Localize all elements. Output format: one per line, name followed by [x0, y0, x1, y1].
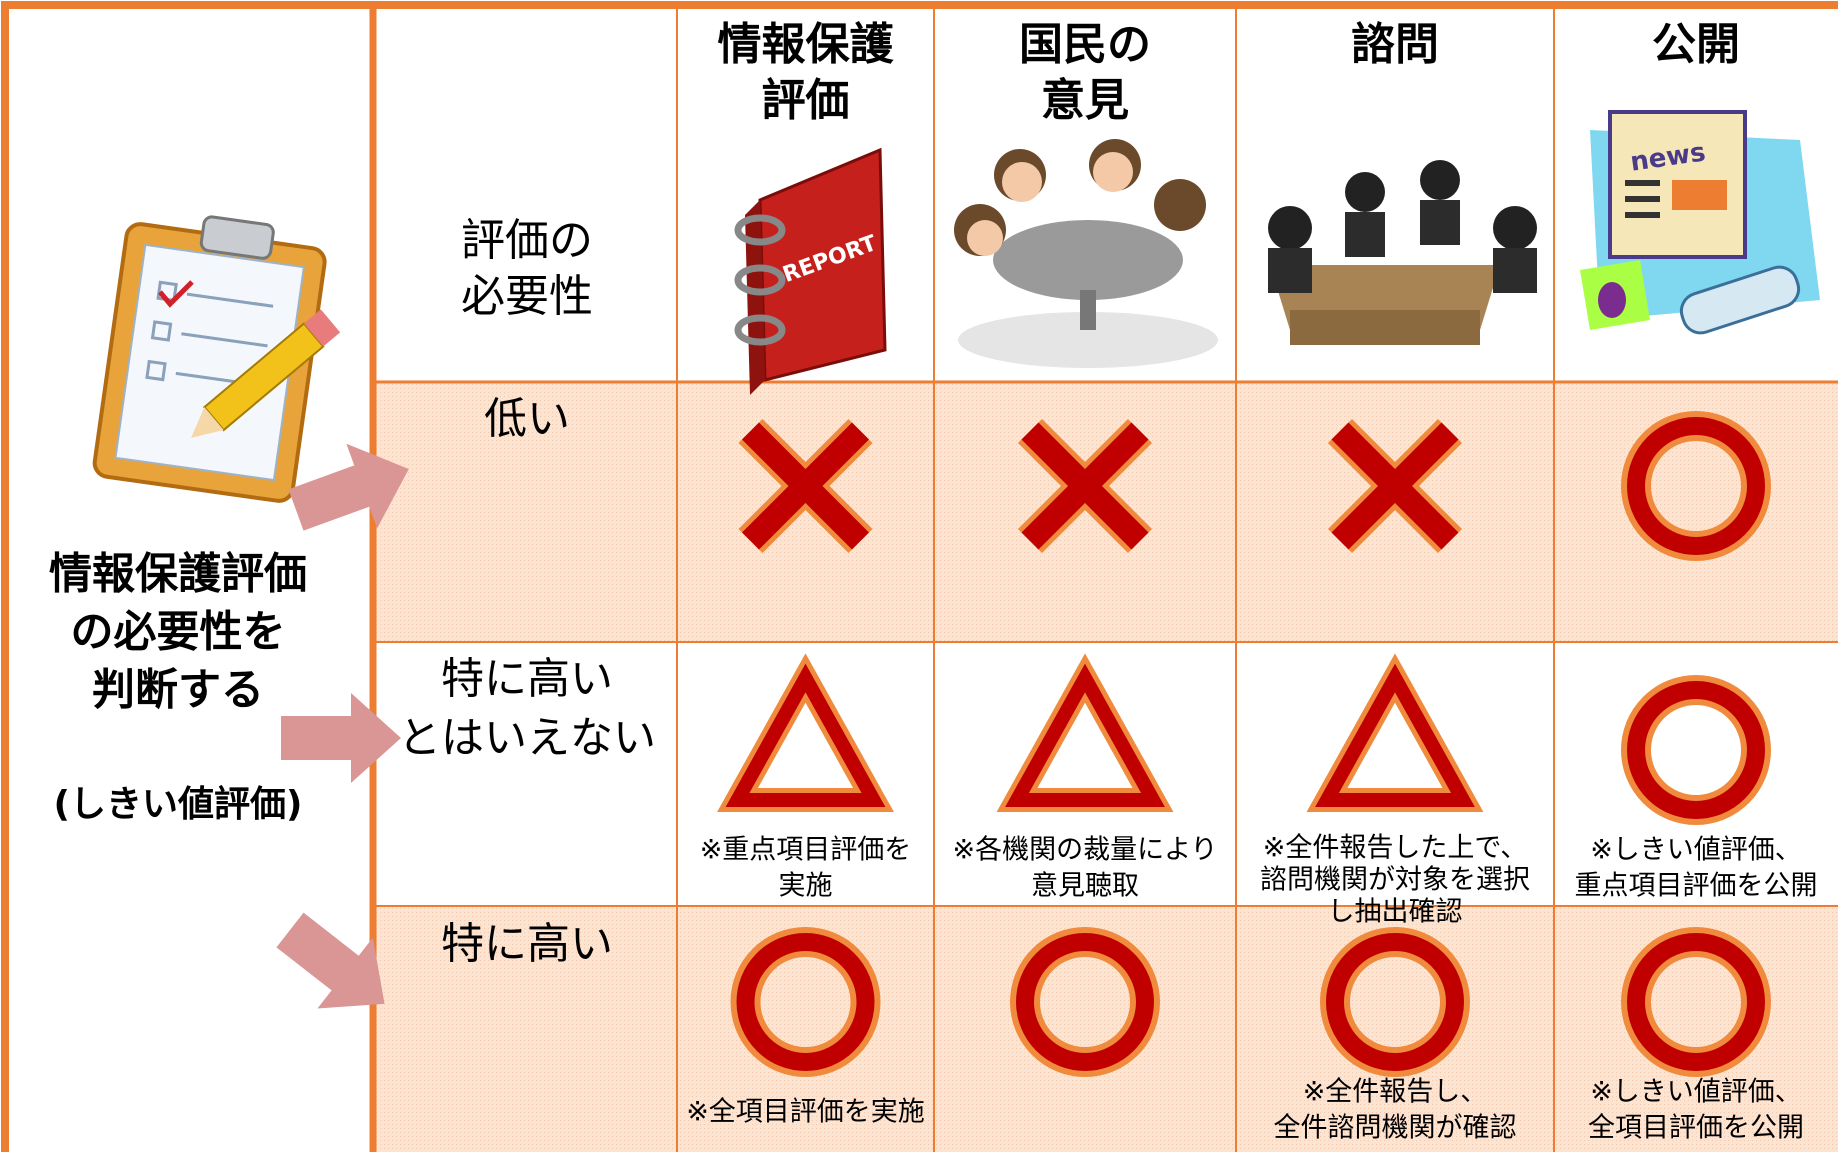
circle	[1627, 681, 1765, 819]
triangle	[1315, 663, 1475, 807]
circle	[736, 933, 875, 1071]
circle	[1016, 933, 1154, 1071]
triangle	[725, 663, 886, 807]
cell-symbol	[1621, 927, 1771, 1077]
cell-note: 実施	[779, 871, 833, 902]
cell-note: ※全件報告した上で、	[1263, 833, 1528, 864]
column-header: 国民の	[1019, 19, 1151, 70]
triangle	[1005, 663, 1165, 807]
circle	[1627, 933, 1765, 1071]
cell-symbol	[717, 653, 894, 812]
corner-label: 必要性	[461, 271, 593, 322]
cell-symbol	[1320, 927, 1470, 1077]
news-icon: news	[1580, 110, 1820, 335]
row-label: 低い	[484, 395, 570, 445]
cell-note: ※全件報告し、	[1303, 1077, 1488, 1108]
circle	[1627, 417, 1765, 555]
column-header: 意見	[1041, 75, 1129, 126]
column-header: 情報保護	[718, 19, 895, 70]
column-header: 公開	[1652, 19, 1740, 70]
cell-note: ※各機関の裁量により	[952, 835, 1217, 866]
cell-note: ※全項目評価を実施	[686, 1097, 925, 1128]
cell-symbol	[1017, 418, 1153, 554]
cell-note: 全件諮問機関が確認	[1274, 1113, 1517, 1144]
council-icon	[1268, 160, 1537, 345]
cell-symbol	[1306, 653, 1484, 812]
side-text: 判断する	[92, 666, 264, 716]
corner-label: 評価の	[461, 215, 593, 266]
cell-note: し抽出確認	[1328, 897, 1463, 928]
cell-symbol	[730, 927, 881, 1077]
circle	[1326, 933, 1464, 1071]
cell-note: ※しきい値評価、	[1590, 835, 1802, 866]
cell-symbol	[1621, 675, 1771, 825]
cell-note: ※重点項目評価を	[700, 835, 912, 866]
cross-stroke	[1331, 422, 1459, 550]
report-icon: REPORT	[734, 147, 887, 395]
cell-note: 意見聴取	[1031, 871, 1139, 902]
column-header: 諮問	[1351, 19, 1439, 70]
cell-note: 諮問機関が対象を選択	[1260, 865, 1530, 896]
meeting-icon	[954, 139, 1218, 368]
cross-stroke	[1021, 422, 1149, 550]
row-label: 特に高い	[441, 655, 613, 705]
side-text: の必要性を	[71, 608, 286, 658]
cell-note: ※しきい値評価、	[1590, 1077, 1802, 1108]
arrows	[276, 443, 409, 1009]
cell-symbol	[1621, 411, 1771, 561]
row-label: とはいえない	[398, 714, 656, 764]
cell-symbol	[1010, 927, 1160, 1077]
clipboard-icon	[92, 215, 341, 503]
cell-symbol	[1327, 418, 1463, 554]
cell-note: 重点項目評価を公開	[1575, 871, 1818, 902]
cross-stroke	[742, 422, 869, 550]
column-header: 評価	[762, 75, 850, 126]
cell-symbol	[996, 653, 1174, 812]
side-note: (しきい値評価)	[54, 784, 303, 825]
side-text: 情報保護評価	[49, 550, 307, 600]
row-label: 特に高い	[441, 920, 613, 970]
cell-symbol	[738, 418, 873, 554]
cell-note: 全項目評価を公開	[1588, 1113, 1804, 1144]
